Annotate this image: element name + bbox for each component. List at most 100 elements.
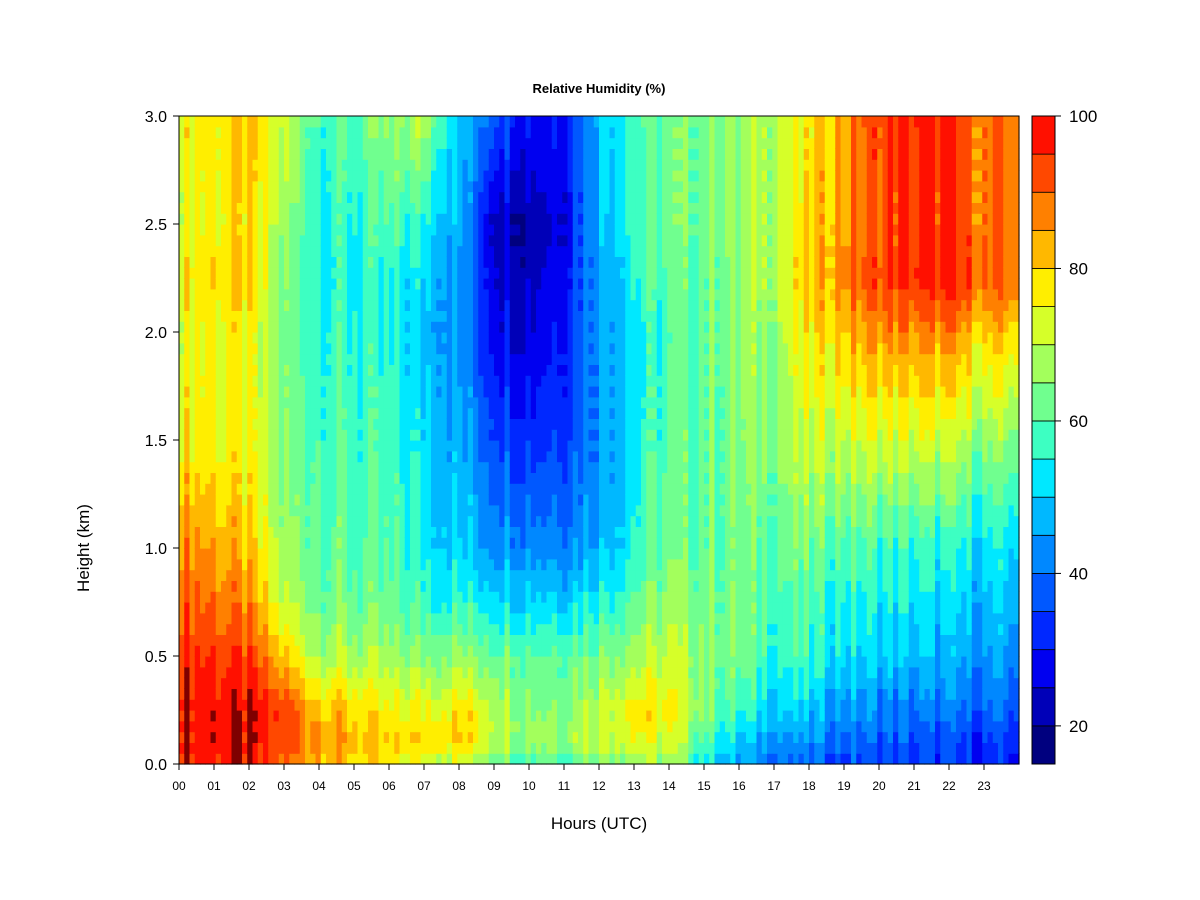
heatmap-cell xyxy=(536,688,542,700)
heatmap-cell xyxy=(184,634,191,646)
heatmap-cell xyxy=(184,256,191,268)
heatmap-cell xyxy=(184,202,191,214)
heatmap-cell xyxy=(252,461,259,473)
heatmap-cell xyxy=(415,180,422,193)
heatmap-cell xyxy=(410,472,416,484)
heatmap-cell xyxy=(536,494,542,506)
heatmap-cell xyxy=(200,148,206,160)
heatmap-cell xyxy=(410,548,416,560)
heatmap-cell xyxy=(341,364,348,376)
heatmap-cell xyxy=(278,720,285,733)
heatmap-cell xyxy=(315,245,322,257)
heatmap-cell xyxy=(394,418,401,430)
heatmap-cell xyxy=(362,688,369,700)
heatmap-cell xyxy=(462,224,469,236)
heatmap-cell xyxy=(362,386,369,398)
heatmap-cell xyxy=(473,278,479,290)
heatmap-cell xyxy=(425,699,432,711)
heatmap-cell xyxy=(404,332,411,344)
heatmap-cell xyxy=(520,612,527,625)
heatmap-cell xyxy=(420,623,427,635)
heatmap-cell xyxy=(257,526,264,538)
heatmap-cell xyxy=(557,580,563,592)
heatmap-cell xyxy=(457,364,464,376)
heatmap-cell xyxy=(383,569,390,581)
heatmap-cell xyxy=(441,602,448,614)
heatmap-cell xyxy=(368,645,374,657)
heatmap-cell xyxy=(604,666,611,679)
heatmap-cell xyxy=(572,213,579,225)
heatmap-cell xyxy=(341,612,348,625)
heatmap-cell xyxy=(278,656,285,668)
heatmap-cell xyxy=(583,504,590,517)
heatmap-cell xyxy=(520,558,527,571)
heatmap-cell xyxy=(494,753,500,765)
heatmap-cell xyxy=(200,310,206,322)
heatmap-cell xyxy=(179,710,185,722)
heatmap-cell xyxy=(184,461,191,473)
heatmap-cell xyxy=(572,310,579,322)
heatmap-cell xyxy=(483,332,490,344)
heatmap-cell xyxy=(415,256,422,268)
heatmap-cell xyxy=(499,364,506,376)
heatmap-cell xyxy=(457,494,464,506)
heatmap-cell xyxy=(268,310,275,322)
heatmap-cell xyxy=(431,537,437,549)
heatmap-cell xyxy=(268,116,275,128)
heatmap-cell xyxy=(425,213,432,225)
heatmap-cell xyxy=(294,288,301,301)
heatmap-cell xyxy=(541,213,548,225)
heatmap-cell xyxy=(604,407,611,419)
heatmap-cell xyxy=(294,656,301,668)
heatmap-cell xyxy=(462,170,469,182)
heatmap-cell xyxy=(567,245,574,257)
heatmap-cell xyxy=(478,159,485,171)
heatmap-cell xyxy=(373,353,380,365)
heatmap-cell xyxy=(562,440,569,452)
heatmap-cell xyxy=(431,504,437,517)
heatmap-cell xyxy=(331,548,338,560)
heatmap-cell xyxy=(488,148,495,160)
heatmap-cell xyxy=(515,656,521,668)
heatmap-cell xyxy=(509,364,516,376)
heatmap-cell xyxy=(331,580,338,592)
heatmap-cell xyxy=(588,710,595,722)
heatmap-cell xyxy=(315,342,322,355)
heatmap-cell xyxy=(278,742,285,754)
heatmap-cell xyxy=(231,612,238,625)
heatmap-cell xyxy=(499,548,506,560)
heatmap-cell xyxy=(541,310,548,322)
heatmap-cell xyxy=(331,234,338,247)
heatmap-cell xyxy=(546,494,553,506)
heatmap-cell xyxy=(567,677,574,689)
heatmap-cell xyxy=(578,418,584,430)
heatmap-cell xyxy=(431,310,437,322)
heatmap-cell xyxy=(273,375,280,387)
heatmap-cell xyxy=(200,180,206,193)
heatmap-cell xyxy=(252,429,259,441)
heatmap-cell xyxy=(572,710,579,722)
heatmap-cell xyxy=(567,558,574,571)
heatmap-cell xyxy=(551,731,558,743)
heatmap-cell xyxy=(546,504,553,517)
heatmap-cell xyxy=(604,494,611,506)
heatmap-cell xyxy=(536,332,542,344)
heatmap-cell xyxy=(583,278,590,290)
heatmap-cell xyxy=(415,602,422,614)
heatmap-cell xyxy=(609,278,616,290)
heatmap-cell xyxy=(215,526,222,538)
heatmap-cell xyxy=(226,170,233,182)
heatmap-cell xyxy=(420,645,427,657)
heatmap-cell xyxy=(315,504,322,517)
heatmap-cell xyxy=(221,450,227,463)
heatmap-cell xyxy=(478,116,485,128)
heatmap-cell xyxy=(357,342,364,355)
heatmap-cell xyxy=(457,656,464,668)
heatmap-cell xyxy=(310,656,317,668)
heatmap-cell xyxy=(221,191,227,203)
heatmap-cell xyxy=(242,396,248,409)
heatmap-cell xyxy=(425,137,432,149)
heatmap-cell xyxy=(221,170,227,182)
heatmap-cell xyxy=(315,332,322,344)
heatmap-cell xyxy=(215,364,222,376)
